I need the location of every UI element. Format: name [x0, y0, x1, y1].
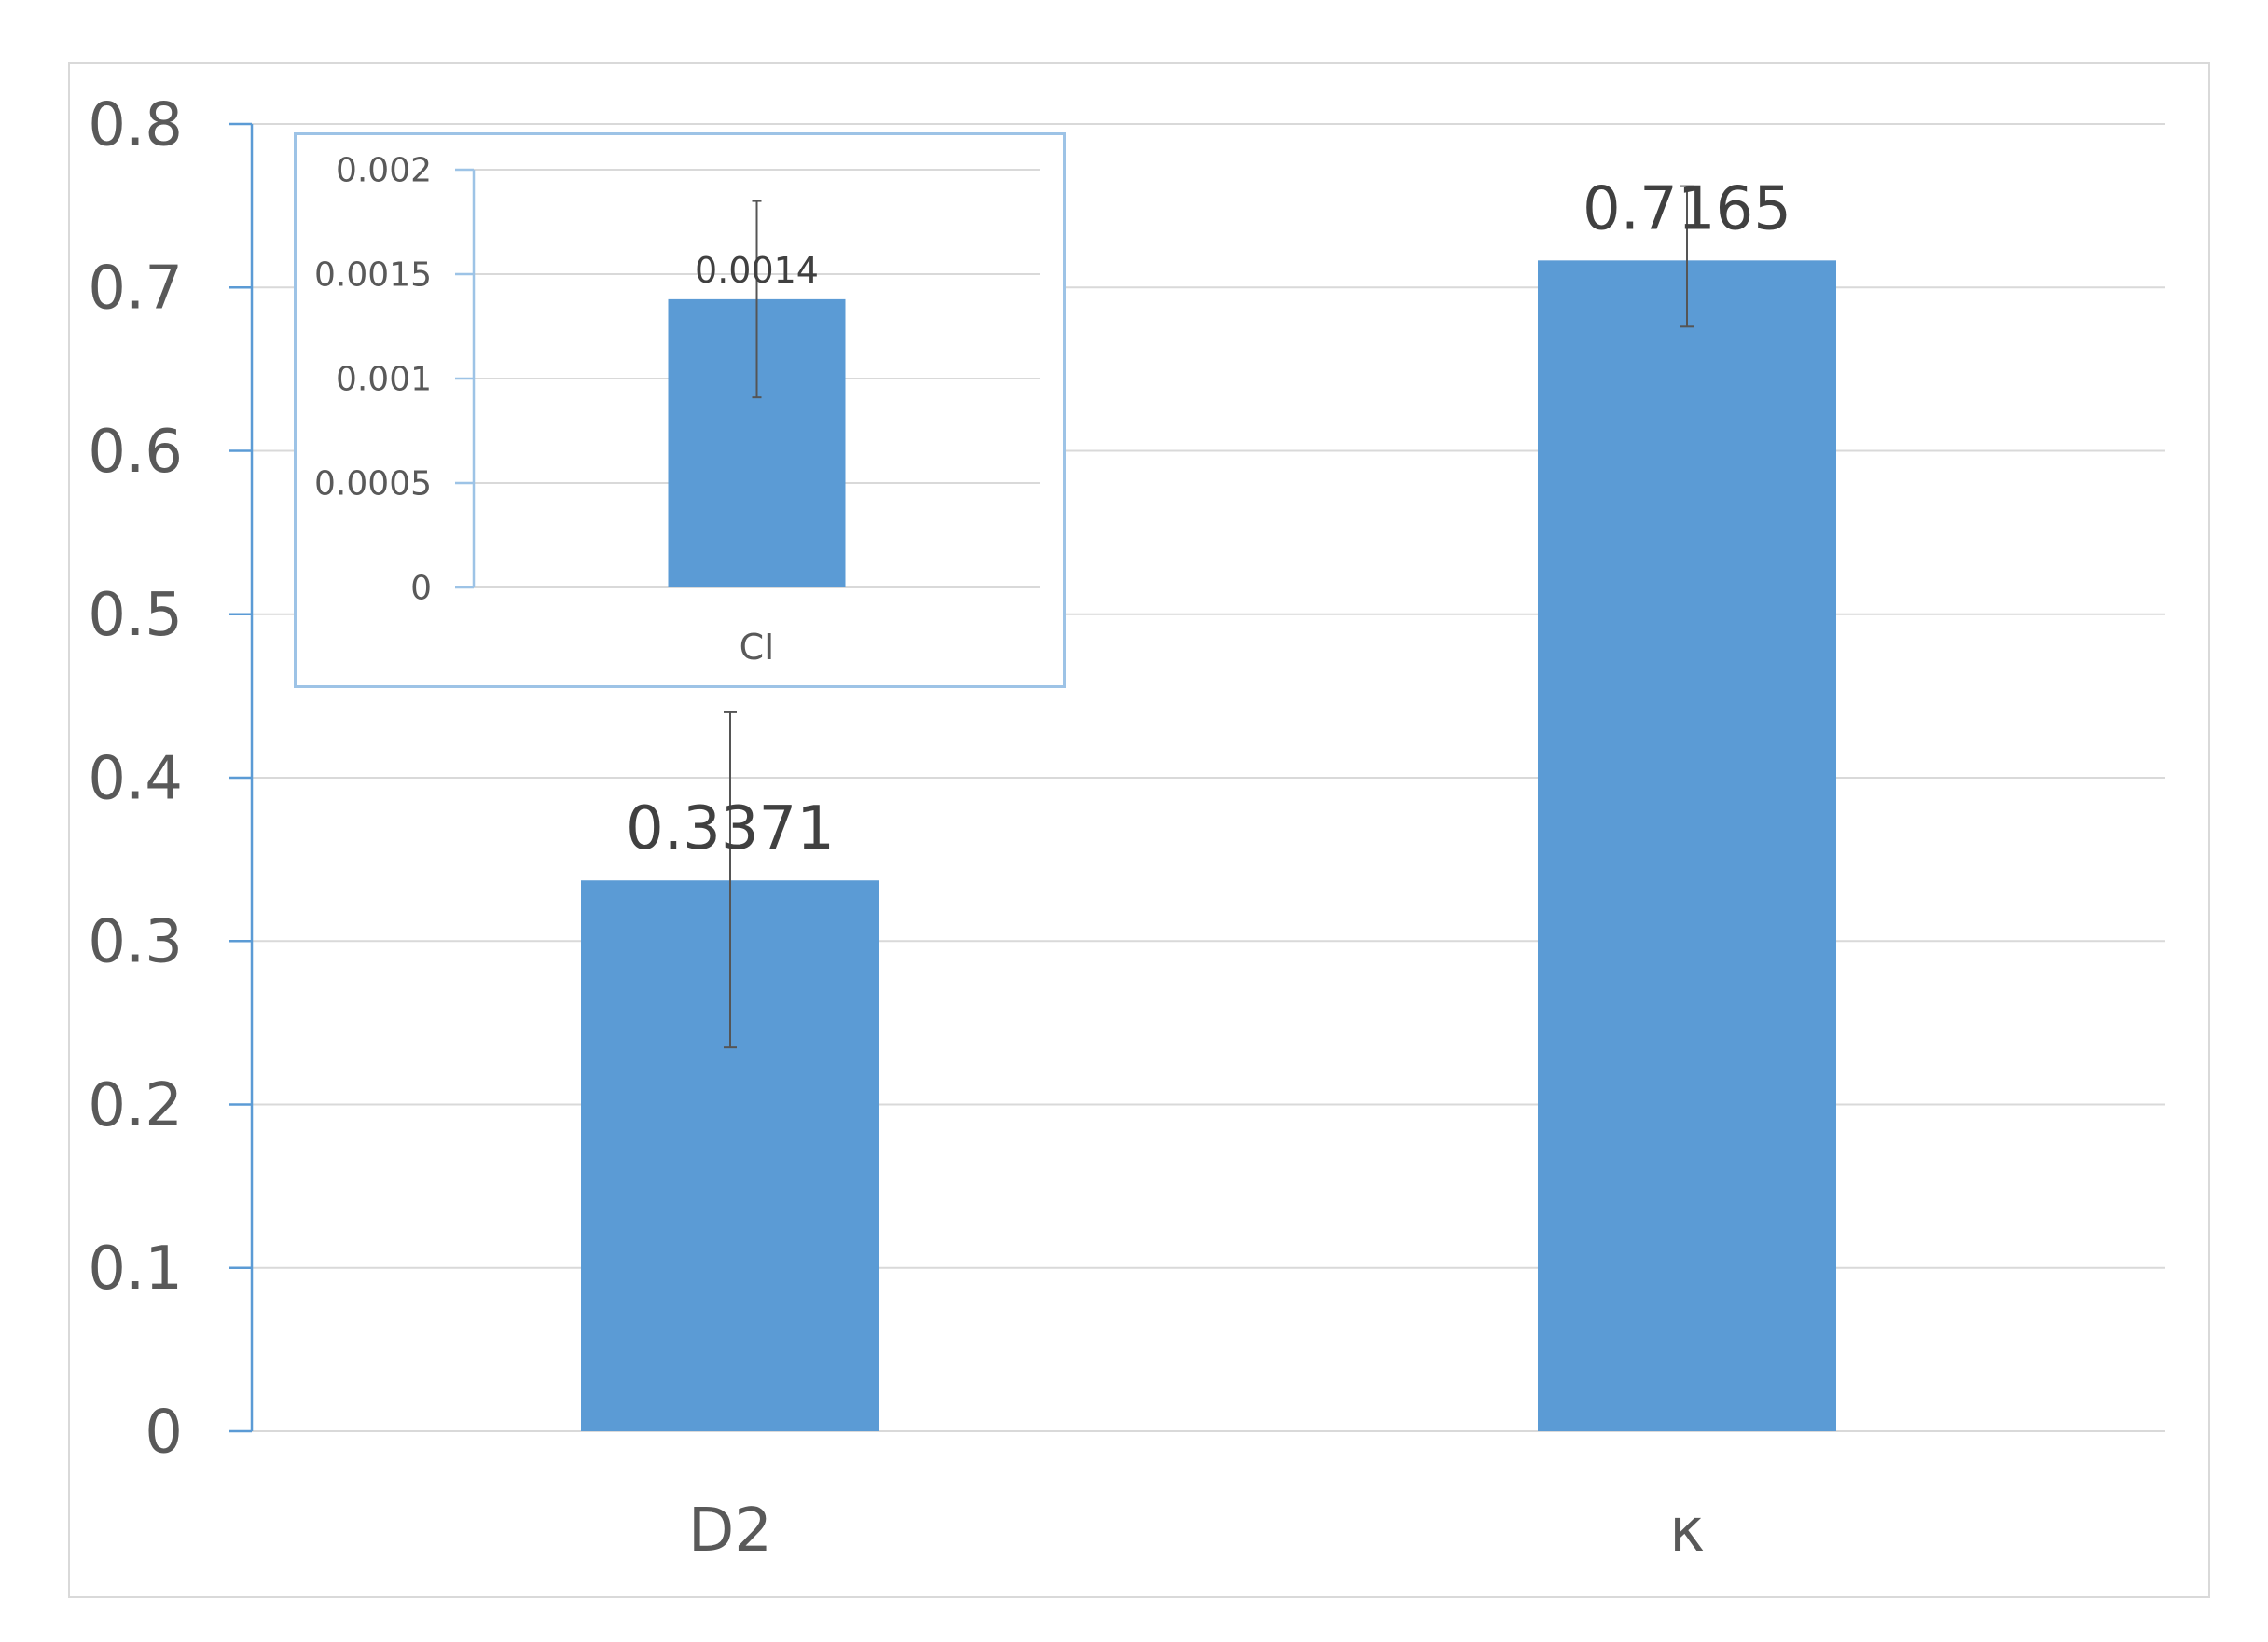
- main-category-label: D2: [688, 1497, 772, 1566]
- main-y-tick-label: 0.1: [88, 1235, 183, 1304]
- main-data-label: 0.7165: [1583, 174, 1791, 243]
- inset-y-tick-label: 0.0015: [314, 256, 432, 295]
- main-category-label: κ: [1669, 1497, 1705, 1566]
- inset-chart: 0 0.0005 0.001 0.0015 0.002 0.0014 CI: [294, 132, 1066, 688]
- main-y-tick-label: 0.8: [88, 90, 183, 159]
- main-y-tick-label: 0.5: [88, 581, 183, 650]
- main-y-tick-label: 0.3: [88, 908, 183, 977]
- main-bar: [1538, 260, 1836, 1431]
- main-data-label: 0.3371: [626, 794, 835, 863]
- inset-y-tick-label: 0: [410, 570, 432, 608]
- main-y-tick-label: 0.6: [88, 418, 183, 487]
- inset-y-tick-label: 0.002: [336, 152, 432, 190]
- inset-category-label: CI: [740, 627, 775, 668]
- main-y-tick-label: 0.2: [88, 1071, 183, 1140]
- inset-data-label: 0.0014: [695, 250, 819, 291]
- inset-y-tick-label: 0.001: [336, 361, 432, 399]
- main-y-tick-label: 0.4: [88, 744, 183, 813]
- main-y-tick-label: 0: [145, 1398, 183, 1467]
- inset-y-tick-label: 0.0005: [314, 465, 432, 504]
- main-y-tick-label: 0.7: [88, 255, 183, 324]
